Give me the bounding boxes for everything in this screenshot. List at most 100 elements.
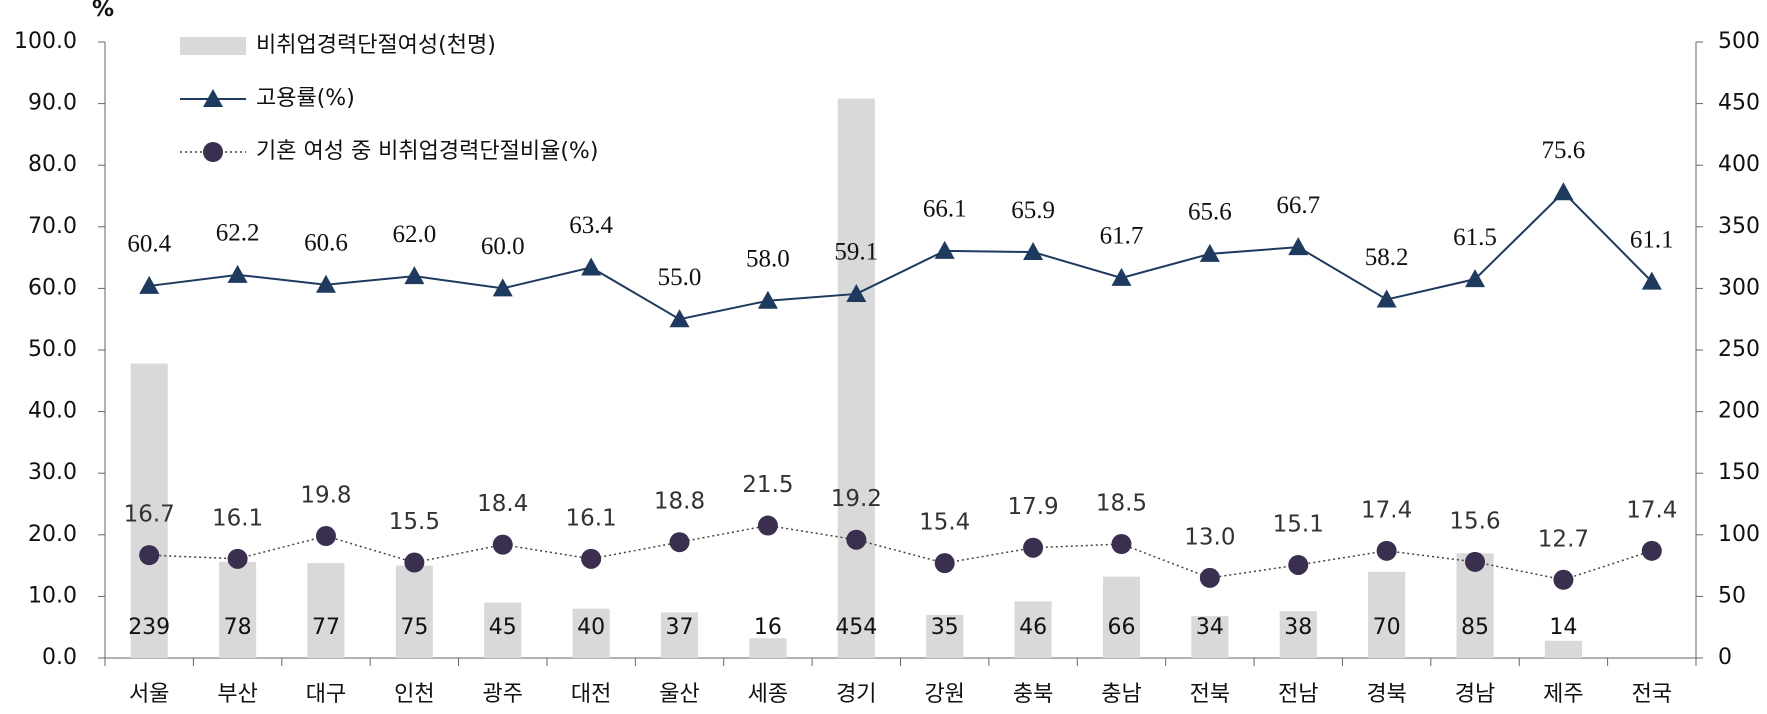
marker <box>1023 537 1044 558</box>
x-tick-label: 울산 <box>659 682 699 707</box>
bar-label: 38 <box>1284 615 1312 640</box>
bar-label: 45 <box>489 615 517 640</box>
bar <box>219 561 257 658</box>
marker <box>581 548 602 569</box>
x-tick-label: 강원 <box>924 682 964 707</box>
bar-label: 16 <box>754 615 782 640</box>
marker <box>227 548 248 569</box>
y2-tick-label: 450 <box>1718 91 1760 116</box>
data-label: 16.1 <box>212 505 263 531</box>
bar-label: 78 <box>224 615 252 640</box>
bar <box>1191 616 1229 658</box>
bar <box>749 638 787 658</box>
y-tick-label: 0.0 <box>42 645 77 670</box>
x-tick-label: 전국 <box>1632 682 1672 707</box>
bar-label: 66 <box>1107 615 1135 640</box>
x-tick-label: 경기 <box>836 682 876 707</box>
data-label: 17.9 <box>1007 494 1058 520</box>
x-tick-label: 대구 <box>306 682 346 707</box>
marker <box>1376 540 1397 561</box>
bar <box>1544 640 1582 658</box>
legend-swatch <box>180 37 246 55</box>
data-label: 15.4 <box>919 510 970 536</box>
data-label: 13.0 <box>1184 524 1235 550</box>
data-label: 62.0 <box>392 221 436 248</box>
marker <box>846 529 867 550</box>
data-label: 59.1 <box>834 239 878 266</box>
y2-tick-label: 350 <box>1718 214 1760 239</box>
bar <box>1014 601 1052 658</box>
x-tick-label: 서울 <box>129 682 169 707</box>
data-label: 66.7 <box>1276 192 1320 219</box>
bar-label: 46 <box>1019 615 1047 640</box>
data-label: 66.1 <box>923 196 967 223</box>
marker <box>139 275 160 294</box>
y-tick-label: 40.0 <box>28 399 77 424</box>
data-label: 15.1 <box>1273 511 1324 537</box>
x-tick-label: 경북 <box>1366 682 1406 707</box>
marker <box>1465 551 1486 572</box>
bar-label: 239 <box>128 615 170 640</box>
marker <box>315 526 336 547</box>
marker <box>404 552 425 573</box>
marker <box>1553 182 1574 201</box>
marker <box>1641 271 1662 290</box>
data-label: 75.6 <box>1542 137 1586 164</box>
bar-label: 70 <box>1373 615 1401 640</box>
bar <box>395 565 433 658</box>
data-label: 65.6 <box>1188 199 1232 226</box>
marker <box>1641 540 1662 561</box>
bar-label: 37 <box>666 615 694 640</box>
y2-tick-label: 500 <box>1718 29 1760 54</box>
marker <box>846 283 867 302</box>
y-tick-label: 20.0 <box>28 522 77 547</box>
bar <box>130 363 168 658</box>
legend-label: 고용률(%) <box>256 86 355 111</box>
bar <box>1279 611 1317 658</box>
bar-label: 85 <box>1461 615 1489 640</box>
marker <box>669 532 690 553</box>
y-tick-label: 60.0 <box>28 275 77 300</box>
marker <box>581 257 602 276</box>
x-tick-label: 세종 <box>748 682 788 707</box>
legend-label: 기혼 여성 중 비취업경력단절비율(%) <box>256 139 598 164</box>
y-tick-label: 50.0 <box>28 337 77 362</box>
data-label: 17.4 <box>1626 497 1677 523</box>
x-tick-label: 인천 <box>394 682 434 707</box>
bar <box>572 608 610 658</box>
marker <box>1199 243 1220 262</box>
legend-marker <box>203 89 223 107</box>
data-label: 12.7 <box>1538 526 1589 552</box>
x-tick-label: 제주 <box>1543 682 1583 707</box>
x-tick-label: 부산 <box>217 682 257 707</box>
data-label: 16.7 <box>124 502 175 528</box>
y2-tick-label: 300 <box>1718 275 1760 300</box>
y-tick-label: 80.0 <box>28 152 77 177</box>
marker <box>315 274 336 293</box>
y2-tick-label: 0 <box>1718 645 1732 670</box>
marker <box>1023 242 1044 261</box>
x-tick-label: 경남 <box>1455 682 1495 707</box>
x-tick-label: 전남 <box>1278 682 1318 707</box>
bar-label: 35 <box>931 615 959 640</box>
y2-tick-label: 100 <box>1718 522 1760 547</box>
marker <box>669 309 690 328</box>
bar-label: 75 <box>400 615 428 640</box>
data-label: 60.6 <box>304 229 348 256</box>
y-tick-label: 70.0 <box>28 214 77 239</box>
marker <box>492 278 513 297</box>
legend-marker <box>203 142 223 162</box>
data-label: 19.2 <box>831 486 882 512</box>
marker <box>1288 237 1309 256</box>
y-tick-label: 100.0 <box>14 29 77 54</box>
y2-tick-label: 400 <box>1718 152 1760 177</box>
y2-tick-label: 250 <box>1718 337 1760 362</box>
data-label: 61.7 <box>1100 223 1144 250</box>
marker <box>1288 554 1309 575</box>
line <box>149 524 1653 581</box>
x-tick-label: 전북 <box>1190 682 1230 707</box>
y-tick-label: 10.0 <box>28 583 77 608</box>
line <box>149 190 1653 321</box>
bar-label: 40 <box>577 615 605 640</box>
